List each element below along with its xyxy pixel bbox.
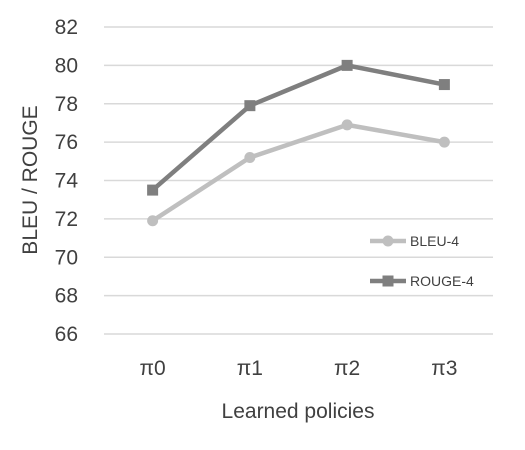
series-layer xyxy=(147,59,450,227)
y-tick-label: 78 xyxy=(55,93,78,116)
series-line xyxy=(151,122,445,223)
y-axis-tick-labels: 66 68 70 72 74 76 78 80 82 xyxy=(55,16,79,346)
data-point xyxy=(341,119,353,131)
legend-item: ROUGE-4 xyxy=(370,273,474,289)
x-axis-label: Learned policies xyxy=(222,400,375,423)
legend: BLEU-4 ROUGE-4 xyxy=(370,233,474,289)
y-tick-label: 74 xyxy=(55,170,79,193)
data-point xyxy=(147,215,159,227)
x-axis-tick-labels: π0 π1 π2 π3 xyxy=(140,357,458,380)
data-point xyxy=(438,79,450,91)
data-point xyxy=(244,100,256,112)
series-rouge-4 xyxy=(147,59,450,196)
legend-item: BLEU-4 xyxy=(370,233,459,249)
y-tick-label: 76 xyxy=(55,131,78,154)
series-bleu-4 xyxy=(147,119,450,227)
legend-marker xyxy=(382,275,394,287)
y-tick-label: 80 xyxy=(55,54,78,77)
legend-label: ROUGE-4 xyxy=(410,273,474,289)
x-tick-label: π0 xyxy=(140,357,166,380)
x-tick-label: π2 xyxy=(334,357,360,380)
y-tick-label: 66 xyxy=(55,323,78,346)
x-tick-label: π1 xyxy=(237,357,263,380)
y-tick-label: 72 xyxy=(55,208,78,231)
legend-marker xyxy=(382,235,394,247)
y-tick-label: 68 xyxy=(55,285,78,308)
y-tick-label: 70 xyxy=(55,246,78,269)
data-point xyxy=(147,184,159,196)
y-tick-label: 82 xyxy=(55,16,78,39)
legend-label: BLEU-4 xyxy=(410,233,459,249)
x-tick-label: π3 xyxy=(431,357,457,380)
data-point xyxy=(244,151,256,163)
y-axis-label: BLEU / ROUGE xyxy=(19,105,42,254)
data-point xyxy=(341,59,353,71)
data-point xyxy=(438,136,450,148)
series-line xyxy=(151,63,445,192)
